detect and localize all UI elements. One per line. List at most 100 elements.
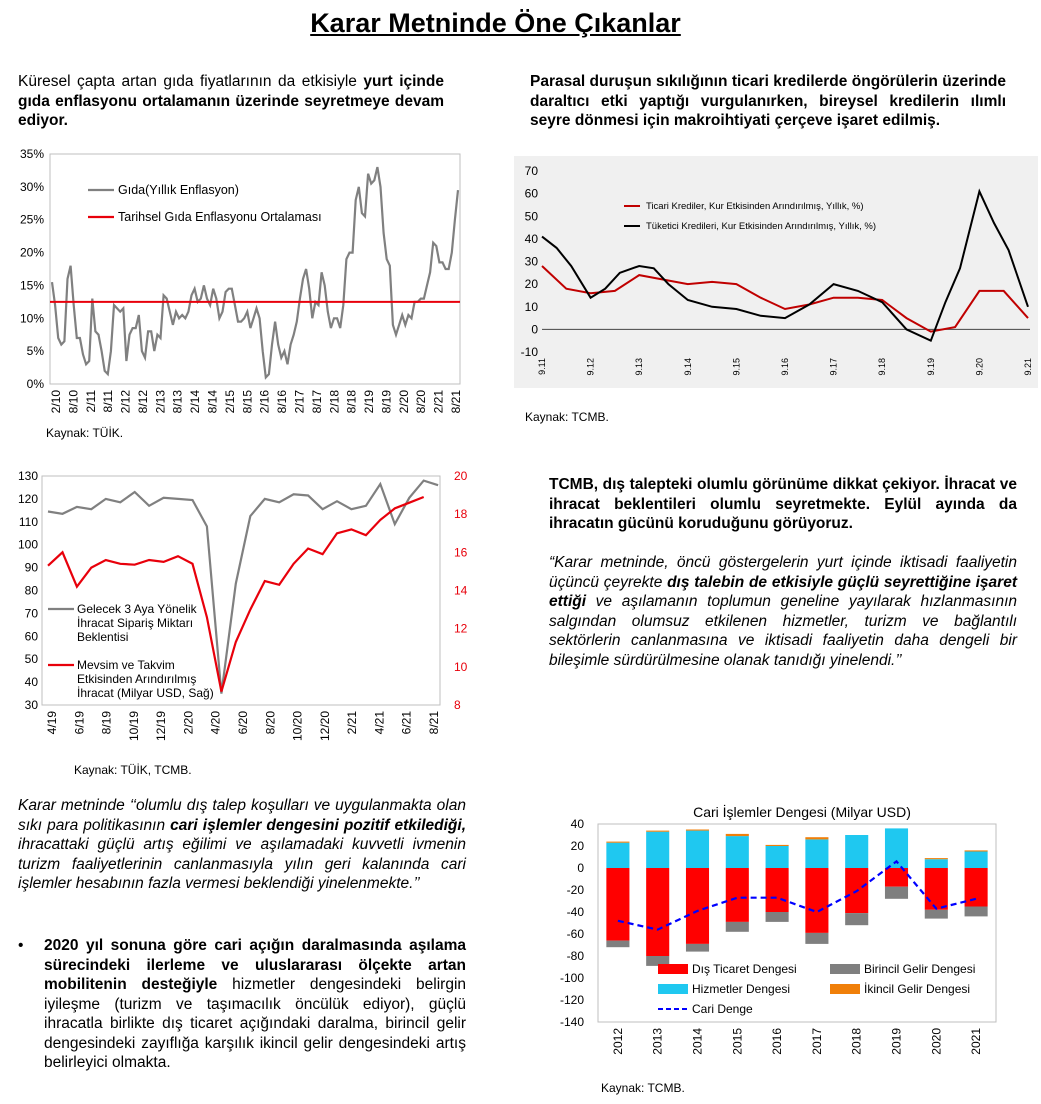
bar-trade-balance (725, 868, 749, 922)
x-tick-label: 2020 (929, 1028, 943, 1055)
x-tick-label: 4/19 (45, 711, 59, 735)
x-tick-label: 8/18 (345, 390, 359, 414)
legend-label: Birincil Gelir Dengesi (864, 962, 975, 976)
bar-primary-income (765, 912, 789, 922)
x-tick-label: 2/13 (153, 390, 167, 414)
quote-part-2: ve aşılamanın toplumun geneline yayılara… (549, 593, 1017, 669)
bar-trade-balance (685, 868, 710, 944)
bar-secondary-income (964, 850, 988, 852)
bullet-item: 2020 yıl sonuna göre cari açığın daralma… (18, 936, 466, 1073)
x-tick-label: 9.17 (829, 358, 839, 376)
x-tick-label: 9.14 (683, 358, 693, 376)
bar-secondary-income (924, 858, 948, 860)
chart-title: Cari İşlemler Dengesi (Milyar USD) (693, 803, 911, 820)
y-tick-label: 5% (27, 344, 45, 358)
legend-label-average: Tarihsel Gıda Enflasyonu Ortalaması (118, 210, 322, 224)
source-current: Kaynak: TCMB. (601, 1081, 685, 1095)
source-credit: Kaynak: TCMB. (525, 410, 609, 424)
y-tick-label-left: 100 (18, 538, 38, 552)
bar-services-balance (884, 828, 909, 868)
x-tick-label: 2014 (691, 1028, 705, 1055)
x-tick-label: 2012 (611, 1028, 625, 1055)
y-tick-label: 20 (525, 277, 539, 291)
x-tick-label: 9.18 (877, 358, 887, 376)
y-tick-label-right: 20 (454, 469, 468, 483)
food-text-normal: Küresel çapta artan gıda fiyatlarının da… (18, 73, 364, 90)
x-tick-label: 10/20 (291, 711, 305, 741)
bullet-bold: 2020 yıl sonuna göre cari açığın daralma… (44, 937, 466, 993)
bar-secondary-income (805, 837, 829, 840)
credit-text: Parasal duruşun sıkılığının ticari kredi… (530, 73, 1006, 129)
bullet-list: 2020 yıl sonuna göre cari açığın daralma… (18, 936, 466, 1073)
x-tick-label: 8/15 (240, 390, 254, 414)
y-tick-label: 10% (20, 311, 44, 325)
x-tick-label: 2013 (651, 1028, 665, 1055)
x-tick-label: 2/19 (362, 390, 376, 414)
x-tick-label: 8/21 (427, 711, 441, 735)
y-tick-label: -140 (560, 1015, 584, 1029)
bar-secondary-income (765, 844, 789, 846)
x-tick-label: 2/20 (397, 390, 411, 414)
x-tick-label: 2/12 (119, 390, 133, 414)
bar-services-balance (805, 839, 829, 868)
y-tick-label: 10 (525, 300, 539, 314)
x-tick-label: 2018 (850, 1028, 864, 1055)
current-account-chart: Cari İşlemler Dengesi (Milyar USD) 40 20 0 -… (560, 803, 997, 1055)
x-tick-label: 2017 (810, 1028, 824, 1055)
x-tick-label: 2/20 (181, 711, 195, 735)
exports-chart: 30 40 50 60 70 80 90 100 110 120 130 8 10 12 14 16 18 20 4… (18, 469, 468, 741)
y-tick-label-left: 80 (25, 584, 39, 598)
bar-trade-balance (964, 868, 988, 907)
bar-primary-income (606, 940, 630, 948)
bar-secondary-income (646, 830, 670, 832)
plot-area (49, 153, 461, 385)
bar-primary-income (845, 913, 869, 926)
x-tick-label: 4/21 (372, 711, 386, 735)
y-tick-label: 30% (20, 180, 44, 194)
food-inflation-chart: 0% 5% 10% 15% 20% 25% 30% 35% 2/10 8/10 2/11 8/11 2/… (20, 147, 463, 414)
y-tick-label-right: 16 (454, 545, 468, 559)
x-tick-label: 6/21 (400, 711, 414, 735)
x-tick-label: 12/19 (154, 711, 168, 741)
x-tick-label: 2/11 (84, 390, 98, 413)
y-tick-label-left: 50 (25, 652, 39, 666)
x-tick-label: 2015 (730, 1028, 744, 1055)
y-tick-label-right: 10 (454, 660, 468, 674)
x-tick-label: 6/19 (72, 711, 86, 735)
bar-trade-balance (805, 868, 829, 933)
y-tick-label-right: 14 (454, 584, 468, 598)
x-tick-label: 2021 (969, 1028, 983, 1055)
x-tick-label: 2019 (890, 1028, 904, 1055)
bar-secondary-income (725, 833, 749, 837)
bar-services-balance (765, 846, 789, 868)
bar-trade-balance (884, 868, 909, 887)
legend-swatch (830, 964, 860, 974)
y-tick-label: 20 (571, 839, 585, 853)
x-tick-label: 2016 (770, 1028, 784, 1055)
y-tick-label: -10 (521, 345, 539, 359)
x-tick-label: 9.19 (926, 358, 936, 376)
x-tick-label: 2/21 (432, 390, 446, 414)
ca-part-1: Karar metninde ‘‘olumlu dış talep koşull… (18, 797, 466, 834)
x-tick-label: 8/11 (101, 390, 115, 413)
legend-label-expectation: İhracat Sipariş Miktarı (77, 616, 193, 630)
bar-primary-income (805, 932, 829, 944)
bar-trade-balance (606, 868, 630, 941)
bar-trade-balance (765, 868, 789, 912)
export-text: TCMB, dış talepteki olumlu görünüme dikk… (549, 476, 1017, 532)
legend-label-exports: Etkisinden Arındırılmış (77, 672, 196, 686)
bar-services-balance (685, 830, 710, 868)
legend-label: Hizmetler Dengesi (692, 982, 790, 996)
x-tick-label: 2/17 (292, 390, 306, 414)
x-tick-label: 9.12 (586, 358, 596, 376)
y-tick-label: 15% (20, 278, 44, 292)
y-tick-label: 35% (20, 147, 44, 161)
x-tick-label: 2/10 (49, 390, 63, 414)
x-tick-label: 8/12 (136, 390, 150, 414)
x-tick-label: 8/17 (310, 390, 324, 414)
source-food: Kaynak: TÜİK. (46, 426, 124, 440)
y-tick-label-left: 30 (25, 698, 39, 712)
commercial-credit-line (541, 265, 1029, 333)
x-tick-label: 9.21 (1023, 358, 1033, 376)
food-inflation-text: Küresel çapta artan gıda fiyatlarının da… (18, 72, 444, 131)
